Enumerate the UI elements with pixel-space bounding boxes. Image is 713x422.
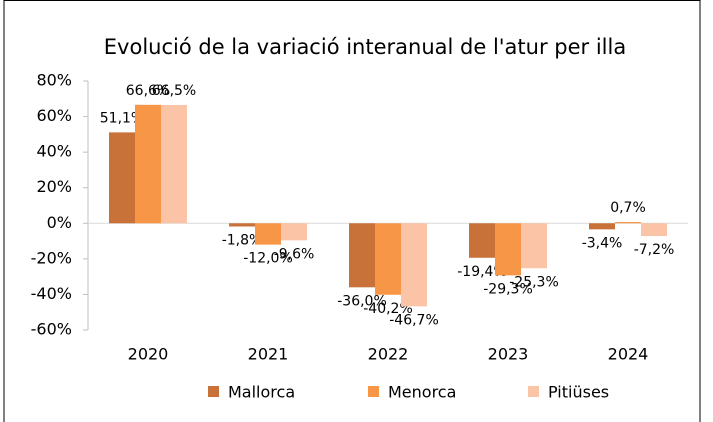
y-tick-label: 60%: [36, 106, 72, 125]
x-tick-label: 2023: [488, 345, 529, 364]
bar: [469, 223, 495, 258]
legend-swatch: [368, 386, 379, 397]
x-tick-label: 2024: [608, 345, 649, 364]
data-label: -1,8%: [222, 232, 263, 248]
y-tick-label: 80%: [36, 71, 72, 90]
y-tick-label: -40%: [31, 284, 72, 303]
data-label: -12,0%: [243, 251, 293, 267]
data-label: -3,4%: [582, 235, 623, 251]
data-label: -46,7%: [389, 312, 439, 328]
bar: [615, 222, 641, 224]
y-tick-label: -60%: [31, 320, 72, 339]
y-tick-label: 40%: [36, 142, 72, 161]
y-tick-label: 0%: [47, 213, 72, 232]
data-label: 66,6%: [126, 83, 170, 99]
data-label: -9,6%: [274, 246, 315, 262]
bar: [401, 223, 427, 307]
bar: [589, 223, 615, 230]
bar: [229, 223, 255, 227]
bar: [495, 223, 521, 276]
y-tick-label: -20%: [31, 248, 72, 267]
data-label: 66,5%: [152, 83, 196, 99]
bar: [641, 223, 667, 237]
x-tick-label: 2022: [368, 345, 409, 364]
x-tick-label: 2020: [128, 345, 169, 364]
data-label: -40,2%: [363, 301, 413, 317]
chart-title: Evolució de la variació interanual de l'…: [104, 35, 626, 59]
legend-label: Pitiüses: [548, 383, 609, 402]
bar: [281, 223, 307, 241]
y-tick-label: 20%: [36, 177, 72, 196]
bar: [161, 105, 187, 224]
bar: [375, 223, 401, 295]
bar: [255, 223, 281, 245]
data-label: -7,2%: [634, 242, 675, 258]
bar: [135, 104, 161, 224]
bar: [109, 132, 135, 224]
data-label: 51,1%: [100, 110, 144, 126]
data-label: -29,3%: [483, 281, 533, 297]
legend-swatch: [208, 386, 219, 397]
chart-frame: [3, 0, 701, 422]
legend-label: Mallorca: [228, 383, 295, 402]
x-tick-label: 2021: [248, 345, 289, 364]
bar: [521, 223, 547, 269]
legend-label: Menorca: [388, 383, 456, 402]
data-label: -36,0%: [337, 293, 387, 309]
bar: [349, 223, 375, 288]
legend-swatch: [528, 386, 539, 397]
data-label: -25,3%: [509, 274, 559, 290]
data-label: 0,7%: [610, 200, 646, 216]
data-label: -19,4%: [457, 264, 507, 280]
